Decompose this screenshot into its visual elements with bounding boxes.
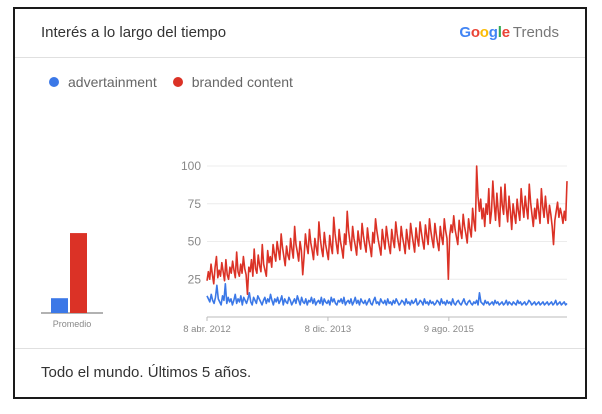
card-title: Interés a lo largo del tiempo [41,24,227,41]
x-tick-label: 8 abr. 2012 [183,324,231,335]
x-tick-label: 8 dic. 2013 [305,324,351,335]
y-tick-label: 50 [188,235,202,249]
legend-label-branded-content: branded content [191,74,293,90]
y-tick-label: 25 [188,272,202,286]
google-letter: G [459,24,471,41]
legend-dot-branded-content [172,77,183,87]
legend-dot-advertainment [49,77,59,87]
x-tick-label: 9 ago. 2015 [424,324,474,335]
card-header: Interés a lo largo del tiempo Google Tren… [15,9,585,58]
legend-item-branded-content[interactable]: branded content [172,74,293,90]
legend-label-advertainment: advertainment [68,74,157,90]
google-trends-logo[interactable]: Google Trends [459,24,559,41]
chart-legend: advertainment branded content [49,74,309,90]
y-tick-label: 100 [181,159,201,173]
google-letter: g [488,24,498,41]
trends-wordmark: Trends [512,24,559,41]
trends-card: Interés a lo largo del tiempo Google Tren… [13,7,587,399]
series-line-branded-content [206,165,568,296]
average-bar-branded-content [70,233,87,313]
google-wordmark: Google [459,24,510,41]
series-line-advertainment [206,282,568,306]
google-letter: o [479,24,489,41]
google-letter: o [470,24,480,41]
legend-item-advertainment[interactable]: advertainment [49,74,157,90]
average-bar-advertainment [51,298,68,313]
card-footer: Todo el mundo. Últimos 5 años. [15,348,585,397]
trends-chart: Promedio 25 50 75 100 8 abr. 2012 8 dic. 2013 9… [41,159,568,335]
y-tick-label: 75 [188,197,202,211]
footer-text: Todo el mundo. Últimos 5 años. [41,364,252,381]
google-letter: e [501,24,510,41]
google-letter: l [497,24,502,41]
average-bar-label: Promedio [53,319,92,329]
